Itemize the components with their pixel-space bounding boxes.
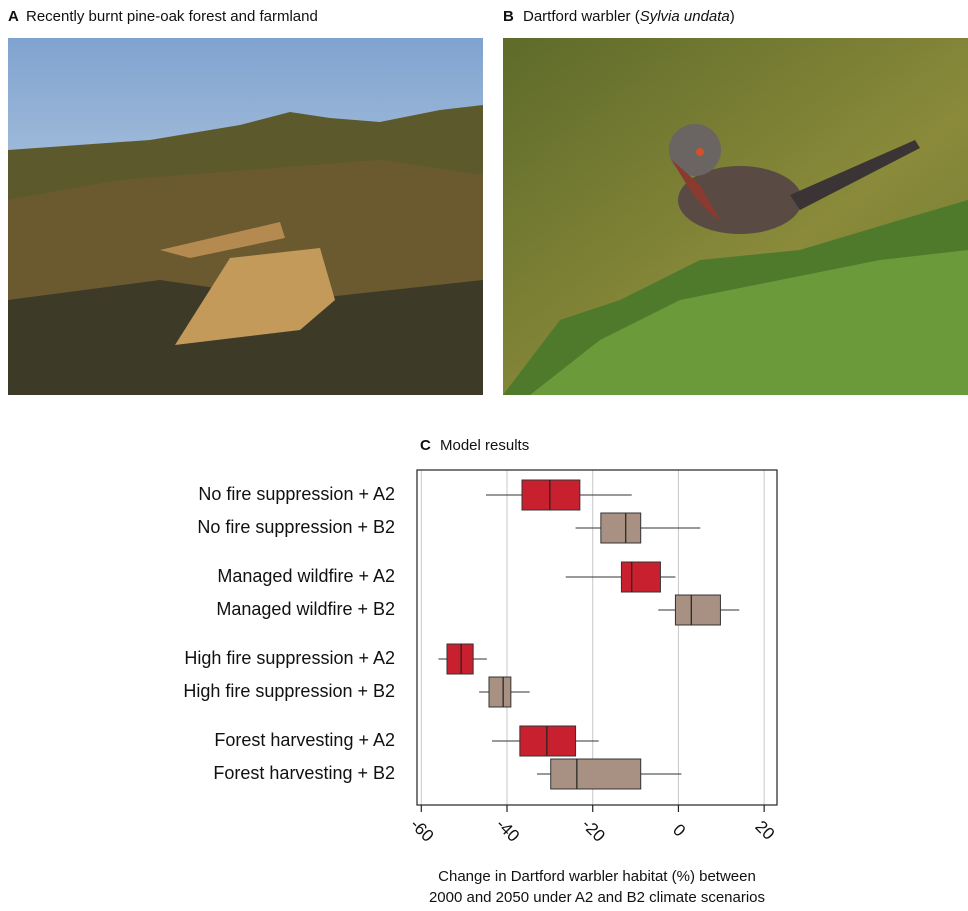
category-label: Forest harvesting + B2	[213, 763, 395, 783]
x-tick-label: -40	[492, 815, 523, 846]
box	[601, 513, 641, 543]
x-tick-label: 20	[751, 817, 778, 844]
category-label: High fire suppression + A2	[184, 648, 395, 668]
chart-title: Model results	[440, 437, 529, 454]
panel-label: B	[503, 8, 514, 25]
panel-label: A	[8, 8, 19, 25]
figure: A Recently burnt pine-oak forest and far…	[0, 0, 968, 911]
x-tick-label: 0	[669, 820, 689, 840]
category-label: No fire suppression + B2	[197, 517, 395, 537]
category-label: Managed wildfire + B2	[216, 599, 395, 619]
box	[489, 677, 511, 707]
panel-title: Recently burnt pine-oak forest and farml…	[26, 8, 318, 25]
category-label: Managed wildfire + A2	[217, 566, 395, 586]
x-axis-label: Change in Dartford warbler habitat (%) b…	[438, 868, 756, 885]
box	[522, 480, 580, 510]
box	[551, 759, 641, 789]
title-part: )	[730, 8, 735, 25]
panel-title: Dartford warbler (Sylvia undata)	[523, 8, 735, 25]
plot-frame	[417, 470, 777, 805]
x-tick-label: -20	[578, 815, 609, 846]
x-tick-label: -60	[407, 815, 438, 846]
box	[447, 644, 473, 674]
box	[520, 726, 576, 756]
photo-landscape	[8, 38, 483, 395]
plot: -60 -40 -20 0 20 No fire suppression + A2 No f…	[183, 470, 778, 906]
category-label: No fire suppression + A2	[198, 484, 395, 504]
box	[621, 562, 660, 592]
photo-bird	[503, 38, 968, 395]
category-label: Forest harvesting + A2	[214, 730, 395, 750]
panel-label: C	[420, 437, 431, 454]
title-part: Sylvia undata	[640, 8, 730, 25]
category-label: High fire suppression + B2	[183, 681, 395, 701]
box	[675, 595, 720, 625]
x-axis-label: 2000 and 2050 under A2 and B2 climate sc…	[429, 889, 765, 906]
title-part: Dartford warbler (	[523, 8, 640, 25]
